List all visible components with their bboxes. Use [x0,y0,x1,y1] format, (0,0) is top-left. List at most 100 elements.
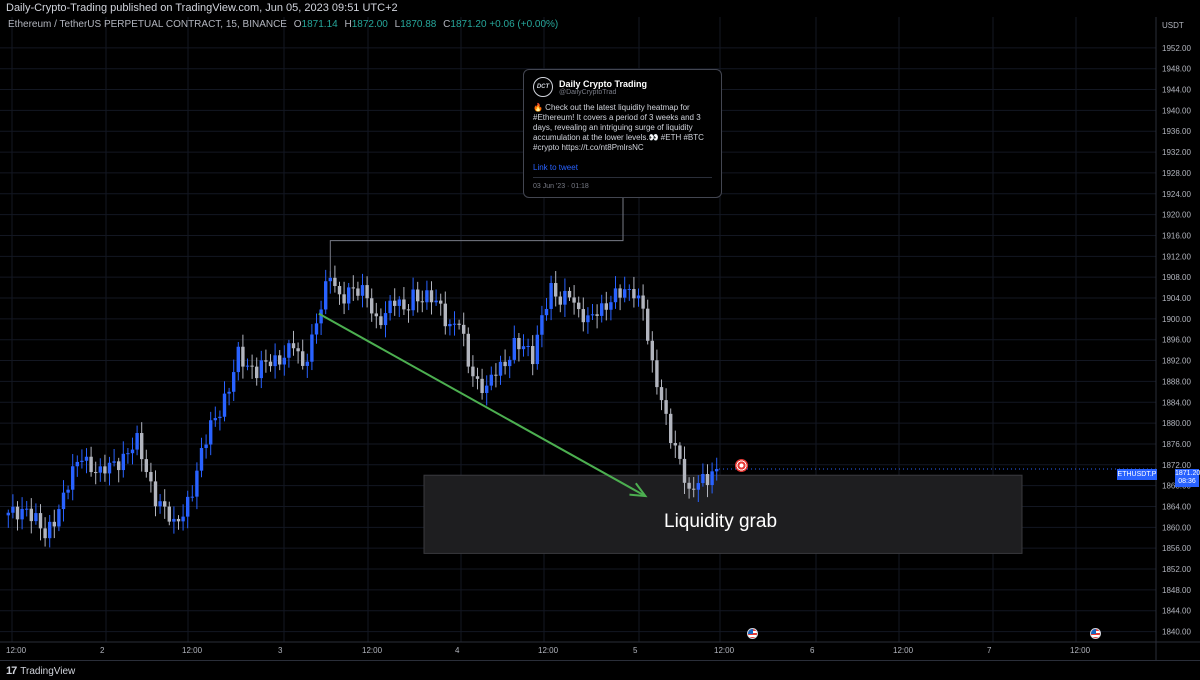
price-tick-label: 1900.00 [1162,315,1191,324]
price-tick-label: 1844.00 [1162,607,1191,616]
candle [618,284,622,311]
candle [181,504,185,531]
candle [199,437,204,478]
published-header: Daily-Crypto-Trading published on Tradin… [0,0,1200,17]
candle [636,288,641,307]
candle [388,295,392,321]
price-tick-label: 1904.00 [1162,294,1191,303]
price-tick-label: 1876.00 [1162,440,1191,449]
candle [682,446,687,495]
candle [531,335,535,376]
price-tick-label: 1860.00 [1162,523,1191,532]
candle [103,454,107,482]
candle [420,290,424,313]
time-tick-label: 12:00 [6,646,27,655]
candle [360,273,365,308]
price-tick-label: 1936.00 [1162,127,1191,136]
trend-arrow-head [629,482,648,498]
candle [623,276,627,303]
candle [471,355,475,387]
price-tick-label: 1928.00 [1162,169,1191,178]
candle [29,498,33,534]
change-value: +0.06 (+0.00%) [489,19,559,30]
candle [549,275,553,321]
candle [475,367,480,390]
candle [278,350,282,371]
candle [632,276,636,308]
candle [153,470,158,517]
candle [356,281,360,301]
candle [71,454,75,501]
candle [236,341,240,381]
target-icon[interactable] [735,459,748,472]
candle [342,281,346,315]
candle [448,319,452,336]
candle [535,325,539,370]
candle [25,500,29,517]
high-value: 1872.00 [351,19,388,30]
candle [209,411,213,456]
us-flag-icon[interactable] [1090,628,1101,639]
candle [112,448,116,467]
candle [255,357,259,386]
candle [245,358,250,371]
liquidity-grab-label: Liquidity grab [664,511,778,532]
open-value: 1871.14 [301,19,338,30]
price-tick-label: 1896.00 [1162,336,1191,345]
candle [52,509,56,539]
candle [370,288,374,322]
price-tick-label: 1884.00 [1162,398,1191,407]
price-axis[interactable]: USDT 1840.00 1844.00 1848.00 1852.00 1856.00 1… [1155,17,1191,660]
candle [498,355,503,385]
candle [140,422,144,472]
liquidity-zone [423,474,1023,554]
candle [144,449,148,478]
candle [232,359,236,401]
candle [489,366,493,391]
candle [659,379,664,411]
candle [264,349,268,373]
symbol-legend[interactable]: Ethereum / TetherUS PERPETUAL CONTRACT, … [8,19,558,30]
price-chart[interactable]: USDT 1840.00 1844.00 1848.00 1852.00 1856.00 1… [0,17,1200,660]
high-label: H [344,19,352,30]
price-tick-label: 1932.00 [1162,148,1191,157]
candle [383,301,388,338]
candle [195,462,199,510]
time-tick-label: 12:00 [538,646,559,655]
symbol-name: Ethereum / TetherUS PERPETUAL CONTRACT, … [8,19,287,30]
liquidity-zone-rect [423,474,1023,554]
candle [650,331,654,373]
symbol-badge: ETHUSDT.P [1117,469,1157,480]
candle [75,455,79,477]
tweet-header: DCT Daily Crypto Trading @DailyCryptoTra… [533,77,712,97]
candle [379,308,383,329]
us-flag-icon[interactable] [747,628,758,639]
close-label: C [443,19,451,30]
candle [190,485,194,502]
candle [434,289,438,306]
price-tick-label: 1840.00 [1162,628,1191,637]
time-axis[interactable]: 12:00 2 12:00 3 12:00 4 12:00 5 12:00 6 12:00 7 12:0… [0,641,1200,655]
candle [149,462,153,493]
candle [167,501,171,526]
candle [544,298,549,321]
candle [581,297,585,332]
candle [710,462,714,494]
candle [314,313,319,344]
time-tick-label: 2 [100,646,105,655]
tweet-link[interactable]: Link to tweet [533,163,578,172]
candle [250,354,254,379]
candle [310,324,314,371]
tweet-callout[interactable]: DCT Daily Crypto Trading @DailyCryptoTra… [523,69,722,198]
candle [268,354,273,372]
candle [374,302,378,329]
tweet-author: Daily Crypto Trading [559,78,648,89]
candle [172,506,176,534]
candle [319,300,323,336]
last-price-badge: 1871.20 08:36 [1175,469,1200,487]
tweet-divider [533,177,712,178]
candle [646,299,650,345]
tradingview-logo[interactable]: 17 TradingView [6,665,75,677]
candle [213,406,217,427]
candle [439,293,443,316]
